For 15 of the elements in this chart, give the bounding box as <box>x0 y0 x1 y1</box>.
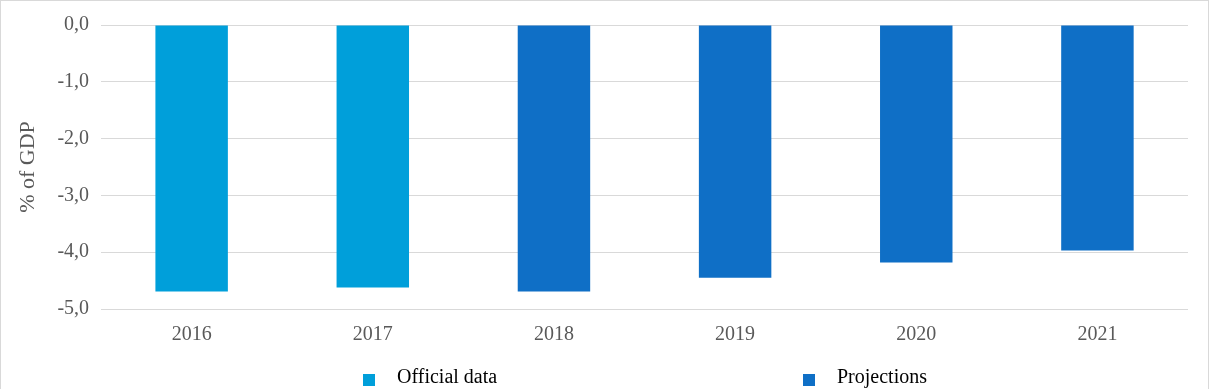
x-tick-label: 2016 <box>171 322 212 345</box>
x-tick-label: 2017 <box>352 322 393 345</box>
x-tick-label: 2018 <box>533 322 574 345</box>
y-tick-label: 0,0 <box>64 12 90 35</box>
y-tick-label: -1,0 <box>57 69 90 92</box>
legend-label: Projections <box>837 365 927 388</box>
y-axis-title: % of GDP <box>13 121 39 213</box>
y-tick-label: -2,0 <box>57 125 90 148</box>
x-tick-label: 2019 <box>715 322 756 345</box>
x-tick-label: 2020 <box>896 322 937 345</box>
y-tick-label: -3,0 <box>57 182 90 205</box>
y-tick-label: -5,0 <box>57 296 90 319</box>
y-tick-label: -4,0 <box>57 239 90 262</box>
legend-label: Official data <box>397 365 498 388</box>
x-tick-label: 2021 <box>1077 322 1118 345</box>
